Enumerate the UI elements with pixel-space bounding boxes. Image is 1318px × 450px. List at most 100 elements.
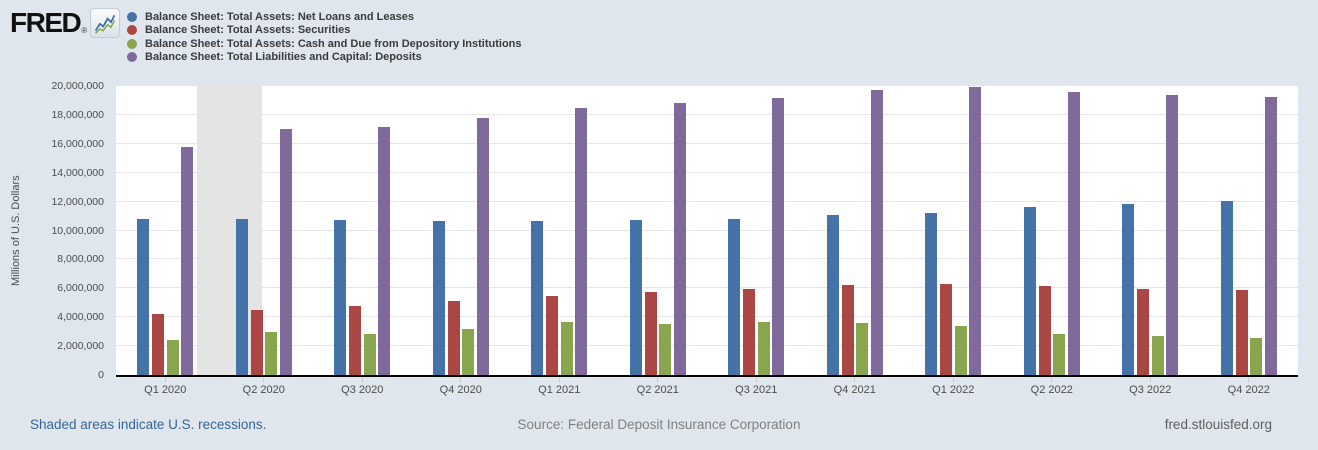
bar-q4-2021[interactable] [842, 285, 854, 375]
bar-q1-2022[interactable] [940, 284, 952, 375]
y-gridline [116, 229, 1298, 231]
x-axis-tick [263, 377, 265, 382]
bar-q4-2022[interactable] [1221, 201, 1233, 375]
bar-q1-2020[interactable] [167, 340, 179, 375]
y-gridline [116, 258, 1298, 260]
x-axis: Q1 2020 Q2 2020 Q3 2020 Q4 2020 Q1 2021 Q2 20… [116, 377, 1298, 399]
y-gridline [116, 200, 1298, 202]
bar-q1-2022[interactable] [955, 326, 967, 375]
bar-q3-2021[interactable] [728, 219, 740, 375]
y-tick-label: 4,000,000 [57, 311, 104, 324]
legend-item[interactable]: Balance Sheet: Total Assets: Net Loans a… [127, 11, 522, 23]
x-axis-label: Q3 2021 [735, 384, 778, 396]
x-axis-tick [952, 377, 954, 382]
bar-q3-2022[interactable] [1166, 95, 1178, 375]
legend-color-dot [127, 25, 137, 36]
bar-q4-2022[interactable] [1250, 338, 1262, 375]
legend-color-dot [127, 38, 137, 49]
legend-color-dot [127, 11, 137, 22]
x-axis-label: Q1 2022 [932, 384, 975, 396]
bar-q4-2020[interactable] [477, 118, 489, 375]
fred-logo-text: FRED [10, 7, 82, 38]
bar-q1-2021[interactable] [546, 296, 558, 375]
x-axis-label: Q2 2022 [1030, 384, 1073, 396]
y-tick-label: 10,000,000 [51, 224, 104, 237]
bar-q1-2020[interactable] [181, 147, 193, 375]
bar-q2-2021[interactable] [630, 220, 642, 375]
fred-logo[interactable]: FRED ® [10, 7, 121, 38]
x-axis-tick [755, 377, 757, 382]
fred-sparkline-icon [90, 8, 121, 38]
y-tick-label: 20,000,000 [51, 80, 104, 92]
legend-label: Balance Sheet: Total Assets: Net Loans a… [145, 10, 414, 23]
bar-q2-2022[interactable] [1053, 334, 1065, 375]
bar-q3-2021[interactable] [743, 289, 755, 375]
x-axis-tick [361, 377, 363, 382]
x-axis-tick [1248, 377, 1250, 382]
bar-q3-2022[interactable] [1152, 336, 1164, 375]
bar-q4-2020[interactable] [448, 301, 460, 375]
bar-q3-2022[interactable] [1137, 289, 1149, 375]
recession-note-link[interactable]: Shaded areas indicate U.S. recessions. [30, 417, 267, 432]
y-tick-label: 8,000,000 [57, 253, 104, 266]
source-text: Source: Federal Deposit Insurance Corpor… [517, 417, 801, 432]
bar-q1-2022[interactable] [969, 87, 981, 375]
legend-item[interactable]: Balance Sheet: Total Assets: Securities [127, 24, 522, 37]
bar-q1-2020[interactable] [137, 219, 149, 375]
bar-q1-2021[interactable] [575, 108, 587, 375]
bar-q2-2020[interactable] [236, 219, 248, 375]
x-axis-label: Q1 2021 [538, 384, 581, 396]
bar-q3-2022[interactable] [1122, 204, 1134, 375]
x-axis-tick [1149, 377, 1151, 382]
bar-q2-2022[interactable] [1024, 207, 1036, 375]
legend-label: Balance Sheet: Total Liabilities and Cap… [145, 51, 422, 64]
y-tick-label: 18,000,000 [51, 108, 104, 121]
bar-q3-2020[interactable] [378, 127, 390, 375]
bar-q2-2020[interactable] [280, 129, 292, 375]
bar-q1-2020[interactable] [152, 314, 164, 375]
y-axis-tick-labels: 0 2,000,000 4,000,000 6,000,000 8,000,000 10,… [0, 80, 104, 381]
bar-q4-2022[interactable] [1265, 97, 1277, 375]
bar-q4-2021[interactable] [871, 90, 883, 375]
x-axis-label: Q3 2022 [1129, 384, 1172, 396]
bar-q2-2020[interactable] [251, 310, 263, 375]
bar-q4-2021[interactable] [827, 215, 839, 375]
legend-item[interactable]: Balance Sheet: Total Liabilities and Cap… [127, 51, 522, 64]
bar-q1-2021[interactable] [531, 221, 543, 375]
bar-q4-2021[interactable] [856, 323, 868, 375]
bar-q3-2021[interactable] [758, 322, 770, 375]
legend: Balance Sheet: Total Assets: Net Loans a… [127, 11, 522, 63]
bar-q3-2020[interactable] [349, 306, 361, 375]
y-gridline [116, 171, 1298, 173]
bar-q1-2021[interactable] [561, 322, 573, 375]
x-axis-label: Q2 2021 [636, 384, 679, 396]
y-gridline [116, 345, 1298, 347]
bar-q3-2020[interactable] [334, 220, 346, 375]
bar-q2-2022[interactable] [1068, 92, 1080, 375]
x-axis-label: Q4 2022 [1227, 384, 1270, 396]
bar-q2-2021[interactable] [659, 324, 671, 375]
y-tick-label: 14,000,000 [51, 166, 104, 179]
bar-q2-2021[interactable] [645, 292, 657, 375]
bar-q2-2020[interactable] [265, 332, 277, 375]
bar-q3-2021[interactable] [772, 98, 784, 375]
legend-color-dot [127, 52, 137, 63]
x-axis-tick [854, 377, 856, 382]
x-axis-label: Q1 2020 [144, 384, 187, 396]
x-axis-tick [460, 377, 462, 382]
legend-item[interactable]: Balance Sheet: Total Assets: Cash and Du… [127, 38, 522, 50]
bar-q4-2022[interactable] [1236, 290, 1248, 375]
bar-q4-2020[interactable] [433, 221, 445, 375]
x-axis-tick [558, 377, 560, 382]
bar-q1-2022[interactable] [925, 213, 937, 375]
bar-q3-2020[interactable] [364, 334, 376, 375]
fred-site-link[interactable]: fred.stlouisfed.org [1164, 417, 1272, 432]
x-axis-label: Q4 2021 [833, 384, 876, 396]
registered-trademark: ® [81, 26, 88, 35]
bar-q2-2022[interactable] [1039, 286, 1051, 375]
y-tick-label: 6,000,000 [57, 282, 104, 295]
bar-q4-2020[interactable] [462, 329, 474, 375]
legend-label: Balance Sheet: Total Assets: Securities [145, 24, 351, 37]
bar-q2-2021[interactable] [674, 103, 686, 375]
